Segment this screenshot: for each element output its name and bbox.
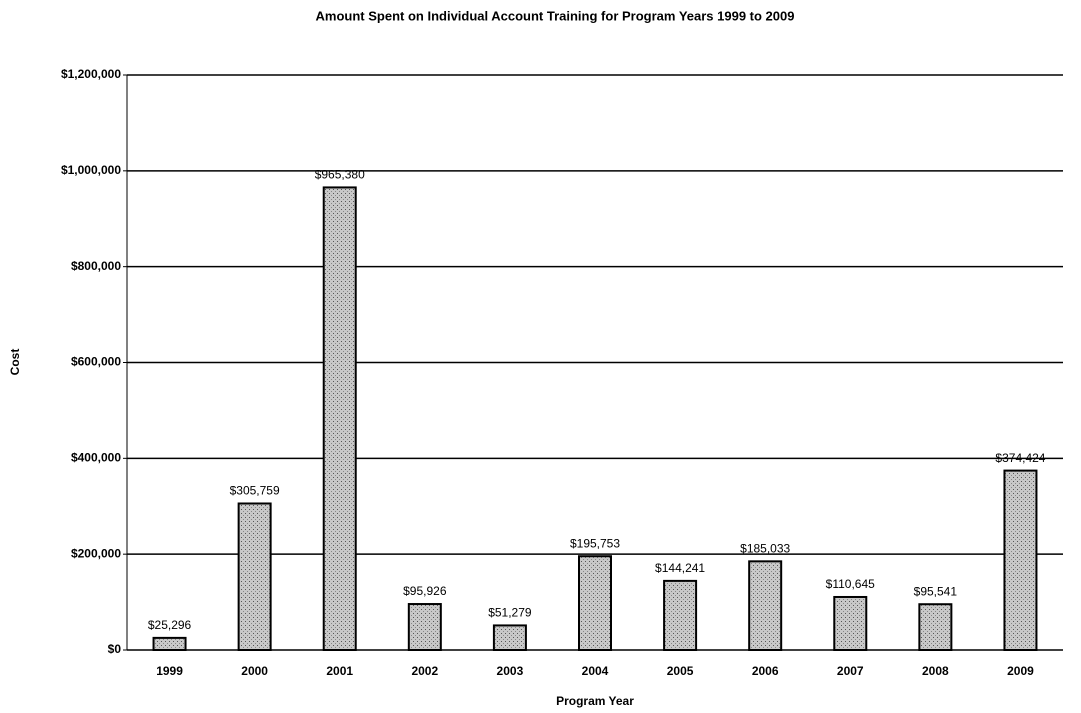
value-label: $25,296 (148, 618, 192, 632)
bar-texture (409, 605, 440, 649)
y-tick-label: $0 (108, 642, 122, 656)
y-axis-title: Cost (8, 349, 22, 376)
x-tick-label: 2009 (1007, 664, 1034, 678)
y-tick-label: $1,200,000 (61, 67, 121, 81)
x-tick-label: 2001 (326, 664, 353, 678)
bar-texture (665, 581, 696, 649)
value-label: $51,279 (488, 606, 532, 620)
y-tick-label: $200,000 (71, 546, 121, 560)
x-tick-label: 2008 (922, 664, 949, 678)
x-tick-label: 1999 (156, 664, 183, 678)
x-tick-label: 2003 (497, 664, 524, 678)
x-tick-label: 2004 (582, 664, 609, 678)
bar-texture (1005, 471, 1036, 649)
bar-texture (154, 638, 185, 649)
y-tick-label: $400,000 (71, 451, 121, 465)
y-tick-label: $800,000 (71, 259, 121, 273)
y-tick-label: $1,000,000 (61, 163, 121, 177)
chart-title: Amount Spent on Individual Account Train… (316, 8, 795, 23)
bar-texture (324, 188, 355, 649)
value-label: $144,241 (655, 561, 705, 575)
x-tick-label: 2000 (241, 664, 268, 678)
value-label: $95,926 (403, 584, 447, 598)
x-tick-label: 2005 (667, 664, 694, 678)
bar-texture (920, 605, 951, 649)
value-label: $305,759 (230, 484, 280, 498)
bar-texture (239, 504, 270, 649)
value-label: $95,541 (914, 584, 958, 598)
bar-texture (494, 626, 525, 649)
value-label: $110,645 (826, 577, 875, 591)
bar-texture (750, 562, 781, 649)
y-tick-label: $600,000 (71, 355, 121, 369)
x-tick-label: 2006 (752, 664, 779, 678)
x-tick-label: 2002 (411, 664, 438, 678)
x-tick-label: 2007 (837, 664, 864, 678)
bar-texture (835, 597, 866, 649)
bar-texture (580, 557, 610, 649)
x-axis-title: Program Year (556, 694, 634, 708)
value-label: $185,033 (740, 542, 790, 556)
value-label: $374,424 (995, 451, 1045, 465)
value-label: $965,380 (315, 168, 365, 182)
value-label: $195,753 (570, 536, 620, 550)
